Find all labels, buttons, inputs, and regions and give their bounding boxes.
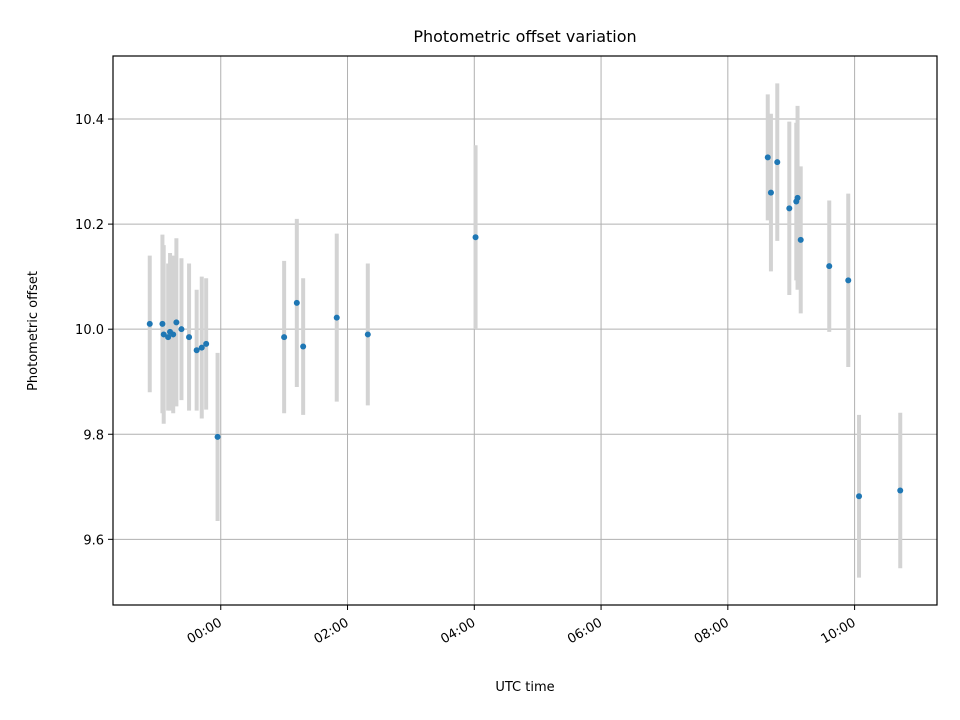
y-tick-label: 10.0 — [75, 323, 104, 338]
x-tick-label: 06:00 — [565, 615, 605, 647]
x-tick-label: 04:00 — [438, 615, 478, 647]
data-point — [203, 340, 210, 347]
data-point — [170, 331, 177, 338]
data-point — [826, 263, 833, 270]
data-point — [173, 319, 180, 326]
y-axis-label: Photometric offset — [26, 271, 41, 391]
x-tick-label: 02:00 — [312, 615, 352, 647]
data-point — [764, 154, 771, 161]
data-point — [472, 234, 479, 241]
data-point — [794, 194, 801, 201]
data-point — [178, 326, 185, 333]
grid — [113, 56, 937, 605]
data-point — [160, 331, 167, 338]
x-tick-label: 00:00 — [185, 615, 225, 647]
y-tick-label: 10.4 — [75, 113, 104, 128]
data-point — [364, 331, 371, 338]
error-bars — [147, 83, 903, 578]
data-point — [845, 277, 852, 284]
data-point — [198, 344, 205, 351]
y-tick-label: 9.6 — [83, 533, 104, 548]
data-point — [186, 334, 193, 341]
data-point — [281, 334, 288, 341]
data-point — [214, 433, 221, 440]
data-point — [165, 334, 172, 341]
y-tick-label: 10.2 — [75, 218, 104, 233]
x-axis-label: UTC time — [495, 680, 554, 695]
plot-frame — [112, 55, 938, 606]
y-tick-label: 9.8 — [83, 428, 104, 443]
data-points — [146, 154, 904, 500]
data-point — [856, 493, 863, 500]
x-axis-ticks: 00:00 02:00 04:00 06:00 08:00 10:00 — [185, 605, 859, 647]
y-axis-ticks: 9.6 9.8 10.0 10.2 10.4 — [75, 113, 113, 548]
x-tick-label: 10:00 — [819, 615, 859, 647]
chart-title: Photometric offset variation — [413, 27, 636, 46]
data-point — [897, 487, 904, 494]
data-point — [159, 320, 166, 327]
data-point — [797, 236, 804, 243]
data-point — [193, 347, 200, 354]
data-point — [774, 159, 781, 166]
data-point — [293, 299, 300, 306]
data-point — [786, 205, 793, 212]
x-tick-label: 08:00 — [692, 615, 732, 647]
data-point — [300, 343, 307, 350]
data-point — [333, 314, 340, 321]
data-point — [146, 320, 153, 327]
data-point — [767, 189, 774, 196]
